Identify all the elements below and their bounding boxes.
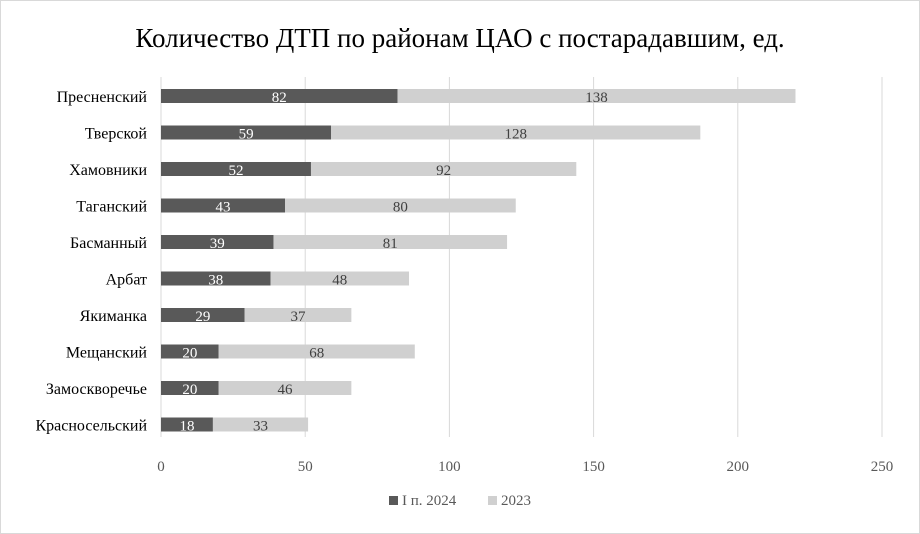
category-label: Пресненский <box>57 89 148 106</box>
bar-2023 <box>218 344 415 359</box>
data-label: 92 <box>436 163 451 179</box>
x-tick-label: 250 <box>871 459 894 475</box>
data-label: 128 <box>504 127 527 143</box>
bar-i-p-2024 <box>161 235 274 249</box>
category-label: Арбат <box>106 272 147 289</box>
data-label: 80 <box>393 200 408 216</box>
bar-2023 <box>270 271 410 286</box>
data-label: 81 <box>383 236 398 252</box>
legend-label: 2023 <box>501 493 531 509</box>
bar-i-p-2024 <box>161 198 286 213</box>
data-label: 59 <box>239 127 254 143</box>
legend: I п. 2024 2023 <box>389 493 531 509</box>
bar-i-p-2024 <box>161 308 245 322</box>
bar-2023 <box>212 417 309 432</box>
legend-label: I п. 2024 <box>402 493 457 509</box>
data-label: 33 <box>253 419 268 435</box>
bar-2023 <box>273 235 508 249</box>
x-tick-label: 0 <box>157 459 165 475</box>
data-label: 82 <box>272 90 287 106</box>
x-tick-label: 50 <box>298 459 313 475</box>
x-tick-label: 100 <box>438 459 461 475</box>
category-label: Тверской <box>85 126 148 143</box>
bar-i-p-2024 <box>161 271 271 286</box>
category-label: Басманный <box>70 235 147 252</box>
x-tick-label: 150 <box>582 459 605 475</box>
data-label: 48 <box>332 273 347 289</box>
bar-i-p-2024 <box>161 344 219 359</box>
data-label: 37 <box>290 309 306 325</box>
legend-swatch <box>389 496 398 505</box>
data-label: 39 <box>210 236 225 252</box>
data-label: 38 <box>208 273 223 289</box>
data-label: 68 <box>309 346 324 362</box>
data-label: 138 <box>585 90 608 106</box>
bar-i-p-2024 <box>161 381 219 395</box>
x-tick-labels: 0 50 100 150 200 250 <box>157 459 893 475</box>
bar-i-p-2024 <box>161 125 332 140</box>
data-label: 20 <box>182 382 197 398</box>
category-labels: Пресненский Тверской Хамовники Таганский Бас… <box>35 89 147 435</box>
category-label: Мещанский <box>66 345 148 362</box>
data-label: 18 <box>179 419 194 435</box>
bar-2023 <box>397 89 796 103</box>
bar-i-p-2024 <box>161 162 311 176</box>
bar-2023 <box>218 381 352 395</box>
category-label: Хамовники <box>69 162 147 179</box>
category-label: Якиманка <box>80 308 147 325</box>
data-label: 52 <box>228 163 243 179</box>
bar-2023 <box>285 198 516 213</box>
bar-i-p-2024 <box>161 417 213 432</box>
bars <box>161 89 796 432</box>
bar-2023 <box>310 162 577 176</box>
legend-swatch <box>488 496 497 505</box>
data-label: 46 <box>278 382 294 398</box>
data-label: 20 <box>182 346 197 362</box>
category-label: Таганский <box>76 199 147 216</box>
bar-2023 <box>331 125 701 140</box>
bar-i-p-2024 <box>161 89 398 103</box>
category-label: Замоскворечье <box>46 381 147 398</box>
category-label: Красносельский <box>35 418 147 435</box>
data-labels: 82 138 59 128 52 92 43 80 39 81 38 48 29 37 20 68 20 46 18… <box>179 90 607 435</box>
data-label: 43 <box>216 200 231 216</box>
data-label: 29 <box>195 309 210 325</box>
chart-title: Количество ДТП по районам ЦАО с постарад… <box>135 23 784 53</box>
x-tick-label: 200 <box>727 459 750 475</box>
bar-2023 <box>244 308 352 322</box>
